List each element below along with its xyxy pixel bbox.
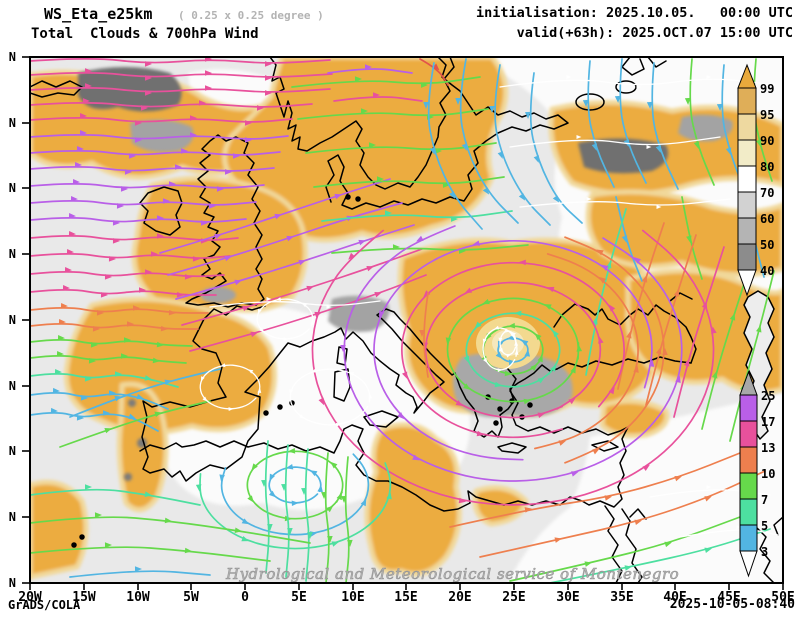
- cloud-scale-label: 70: [760, 186, 774, 200]
- x-tick-label: 20E: [448, 590, 471, 605]
- y-tick-label: N: [9, 181, 16, 195]
- y-tick-label: N: [9, 510, 16, 524]
- wind-scale-label: 25: [761, 389, 775, 403]
- product-title: Total Clouds & 700hPa Wind: [31, 26, 259, 42]
- cloud-scale-label: 80: [760, 160, 774, 174]
- grads-credit: GrADS/COLA: [8, 598, 81, 612]
- creation-timestamp: 2025-10-05-08:40: [669, 597, 795, 612]
- y-tick-label: N: [9, 379, 16, 393]
- cloud-scale-swatch: [737, 87, 757, 115]
- x-axis-ticks: [29, 583, 784, 590]
- x-tick-label: 30E: [556, 590, 579, 605]
- model-title: WS_Eta_e25km: [44, 5, 153, 23]
- wind-scale-label: 5: [761, 519, 768, 533]
- wind-scale-swatch: [739, 524, 758, 552]
- cloud-scale-label: 60: [760, 212, 774, 226]
- cloud-scale-swatch: [737, 165, 757, 193]
- cloud-shading: [27, 54, 786, 583]
- map-area: 99 95 90 80 70 60 50 40 25 17: [27, 54, 786, 584]
- wind-scale-label: 3: [761, 545, 768, 559]
- x-tick-label: 15E: [394, 590, 417, 605]
- cloud-scale-swatch: [737, 191, 757, 219]
- x-tick-label: 10W: [126, 590, 150, 605]
- wind-scale-swatch: [739, 472, 758, 500]
- cloud-scale-swatch: [737, 139, 757, 167]
- x-tick-label: 10E: [341, 590, 364, 605]
- wind-scale-swatch: [739, 394, 758, 422]
- y-axis-ticks: [22, 56, 30, 584]
- cloud-scale-swatch: [737, 217, 757, 245]
- wind-scale-swatch: [739, 420, 758, 448]
- wind-scale-label: 13: [761, 441, 775, 455]
- wind-scale-label: 17: [761, 415, 775, 429]
- x-tick-label: 35E: [610, 590, 633, 605]
- wind-scale-label: 7: [761, 493, 768, 507]
- y-tick-label: N: [9, 576, 16, 590]
- x-tick-label: 5W: [183, 590, 199, 605]
- initialisation-time: initialisation: 2025.10.05. 00:00 UTC: [476, 5, 793, 21]
- cloud-scale-swatch: [737, 113, 757, 141]
- y-tick-label: N: [9, 247, 16, 261]
- cloud-scale-label: 50: [760, 238, 774, 252]
- cloud-scale-label: 99: [760, 82, 774, 96]
- wind-scale-swatch: [739, 446, 758, 474]
- wind-scale-label: 10: [761, 467, 775, 481]
- wind-scale-swatch: [739, 498, 758, 526]
- x-tick-label: 5E: [291, 590, 307, 605]
- x-tick-label: 25E: [502, 590, 525, 605]
- y-tick-label: N: [9, 444, 16, 458]
- cloud-scale-label: 40: [760, 264, 774, 278]
- y-tick-label: N: [9, 313, 16, 327]
- model-resolution: ( 0.25 x 0.25 degree ): [178, 9, 324, 22]
- cloud-scale-label: 90: [760, 134, 774, 148]
- x-tick-label: 0: [241, 590, 249, 605]
- cloud-scale-label: 95: [760, 108, 774, 122]
- y-axis-labels: N N N N N N N N N: [9, 50, 16, 590]
- run-info: initialisation: 2025.10.05. 00:00 UTC va…: [400, 5, 793, 41]
- cloud-scale-swatch: [737, 243, 757, 271]
- y-tick-label: N: [9, 116, 16, 130]
- y-tick-label: N: [9, 50, 16, 64]
- valid-time: valid(+63h): 2025.OCT.07 15:00 UTC: [516, 25, 793, 41]
- watermark: Hydrological and Meteorological service …: [226, 565, 680, 584]
- weather-map: 99 95 90 80 70 60 50 40 25 17: [27, 54, 786, 584]
